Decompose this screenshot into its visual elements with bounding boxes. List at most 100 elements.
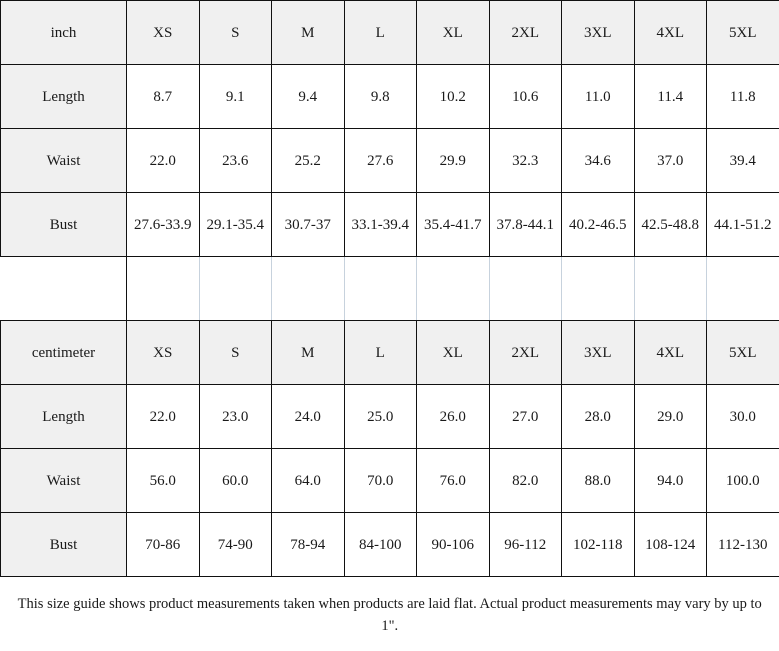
cell-cm-bust-m: 78-94 xyxy=(272,513,345,577)
cell-inch-waist-xs: 22.0 xyxy=(127,129,200,193)
column-header-inch-m: M xyxy=(272,1,345,65)
row-label-inch-waist: Waist xyxy=(1,129,127,193)
cell-inch-bust-xl: 35.4-41.7 xyxy=(417,193,490,257)
column-header-inch-5xl: 5XL xyxy=(707,1,779,65)
cell-cm-length-4xl: 29.0 xyxy=(634,385,707,449)
cell-cm-bust-2xl: 96-112 xyxy=(489,513,562,577)
cell-cm-bust-5xl: 112-130 xyxy=(707,513,779,577)
cell-inch-length-xs: 8.7 xyxy=(127,65,200,129)
row-label-inch-length: Length xyxy=(1,65,127,129)
cell-inch-waist-4xl: 37.0 xyxy=(634,129,707,193)
cell-cm-bust-4xl: 108-124 xyxy=(634,513,707,577)
unit-label-centimeter: centimeter xyxy=(1,321,127,385)
cell-cm-length-xl: 26.0 xyxy=(417,385,490,449)
size-guide-note: This size guide shows product measuremen… xyxy=(1,577,779,651)
column-header-cm-2xl: 2XL xyxy=(489,321,562,385)
table-row-cm-length: Length 22.0 23.0 24.0 25.0 26.0 27.0 28.… xyxy=(1,385,779,449)
cell-cm-waist-s: 60.0 xyxy=(199,449,272,513)
cell-inch-bust-xs: 27.6-33.9 xyxy=(127,193,200,257)
column-header-cm-5xl: 5XL xyxy=(707,321,779,385)
cell-inch-bust-3xl: 40.2-46.5 xyxy=(562,193,635,257)
cell-cm-bust-l: 84-100 xyxy=(344,513,417,577)
column-header-cm-3xl: 3XL xyxy=(562,321,635,385)
row-label-cm-bust: Bust xyxy=(1,513,127,577)
cell-inch-bust-l: 33.1-39.4 xyxy=(344,193,417,257)
spacer-cell-9 xyxy=(707,257,779,321)
cell-inch-waist-s: 23.6 xyxy=(199,129,272,193)
table-row-inch-bust: Bust 27.6-33.9 29.1-35.4 30.7-37 33.1-39… xyxy=(1,193,779,257)
column-header-cm-m: M xyxy=(272,321,345,385)
column-header-cm-s: S xyxy=(199,321,272,385)
cell-cm-length-2xl: 27.0 xyxy=(489,385,562,449)
unit-header-row-inch: inch XS S M L XL 2XL 3XL 4XL 5XL xyxy=(1,1,779,65)
column-header-inch-s: S xyxy=(199,1,272,65)
table-row-inch-length: Length 8.7 9.1 9.4 9.8 10.2 10.6 11.0 11… xyxy=(1,65,779,129)
cell-cm-length-3xl: 28.0 xyxy=(562,385,635,449)
spacer-cell-5 xyxy=(417,257,490,321)
row-label-inch-bust: Bust xyxy=(1,193,127,257)
spacer-cell-3 xyxy=(272,257,345,321)
cell-cm-waist-4xl: 94.0 xyxy=(634,449,707,513)
cell-inch-length-s: 9.1 xyxy=(199,65,272,129)
cell-cm-waist-xl: 76.0 xyxy=(417,449,490,513)
spacer-cell-label xyxy=(1,257,127,321)
cell-cm-bust-s: 74-90 xyxy=(199,513,272,577)
cell-cm-length-xs: 22.0 xyxy=(127,385,200,449)
table-row-cm-waist: Waist 56.0 60.0 64.0 70.0 76.0 82.0 88.0… xyxy=(1,449,779,513)
cell-cm-waist-2xl: 82.0 xyxy=(489,449,562,513)
cell-inch-waist-5xl: 39.4 xyxy=(707,129,779,193)
table-row-cm-bust: Bust 70-86 74-90 78-94 84-100 90-106 96-… xyxy=(1,513,779,577)
column-header-inch-xs: XS xyxy=(127,1,200,65)
cell-inch-bust-m: 30.7-37 xyxy=(272,193,345,257)
size-guide-table: inch XS S M L XL 2XL 3XL 4XL 5XL Length … xyxy=(0,0,779,634)
cell-cm-bust-xl: 90-106 xyxy=(417,513,490,577)
column-header-inch-xl: XL xyxy=(417,1,490,65)
cell-inch-waist-2xl: 32.3 xyxy=(489,129,562,193)
cell-cm-waist-xs: 56.0 xyxy=(127,449,200,513)
cell-cm-waist-5xl: 100.0 xyxy=(707,449,779,513)
cell-inch-bust-5xl: 44.1-51.2 xyxy=(707,193,779,257)
table-row-inch-waist: Waist 22.0 23.6 25.2 27.6 29.9 32.3 34.6… xyxy=(1,129,779,193)
cell-inch-waist-l: 27.6 xyxy=(344,129,417,193)
cell-inch-length-m: 9.4 xyxy=(272,65,345,129)
spacer-cell-8 xyxy=(634,257,707,321)
cell-cm-length-s: 23.0 xyxy=(199,385,272,449)
cell-inch-waist-xl: 29.9 xyxy=(417,129,490,193)
row-label-cm-length: Length xyxy=(1,385,127,449)
unit-label-inch: inch xyxy=(1,1,127,65)
table-spacer-row xyxy=(1,257,779,321)
spacer-cell-2 xyxy=(199,257,272,321)
cell-inch-bust-s: 29.1-35.4 xyxy=(199,193,272,257)
cell-inch-length-l: 9.8 xyxy=(344,65,417,129)
cell-inch-length-4xl: 11.4 xyxy=(634,65,707,129)
cell-cm-bust-3xl: 102-118 xyxy=(562,513,635,577)
spacer-cell-7 xyxy=(562,257,635,321)
row-label-cm-waist: Waist xyxy=(1,449,127,513)
cell-cm-bust-xs: 70-86 xyxy=(127,513,200,577)
column-header-inch-l: L xyxy=(344,1,417,65)
cell-inch-waist-3xl: 34.6 xyxy=(562,129,635,193)
cell-inch-bust-2xl: 37.8-44.1 xyxy=(489,193,562,257)
cell-inch-length-3xl: 11.0 xyxy=(562,65,635,129)
column-header-cm-l: L xyxy=(344,321,417,385)
column-header-cm-xl: XL xyxy=(417,321,490,385)
spacer-cell-1 xyxy=(127,257,200,321)
cell-inch-bust-4xl: 42.5-48.8 xyxy=(634,193,707,257)
cell-cm-waist-m: 64.0 xyxy=(272,449,345,513)
cell-inch-length-xl: 10.2 xyxy=(417,65,490,129)
table-note-row: This size guide shows product measuremen… xyxy=(1,577,779,651)
spacer-cell-6 xyxy=(489,257,562,321)
column-header-cm-xs: XS xyxy=(127,321,200,385)
column-header-inch-2xl: 2XL xyxy=(489,1,562,65)
cell-cm-waist-3xl: 88.0 xyxy=(562,449,635,513)
spacer-cell-4 xyxy=(344,257,417,321)
column-header-cm-4xl: 4XL xyxy=(634,321,707,385)
cell-cm-length-5xl: 30.0 xyxy=(707,385,779,449)
column-header-inch-4xl: 4XL xyxy=(634,1,707,65)
cell-inch-length-2xl: 10.6 xyxy=(489,65,562,129)
column-header-inch-3xl: 3XL xyxy=(562,1,635,65)
unit-header-row-centimeter: centimeter XS S M L XL 2XL 3XL 4XL 5XL xyxy=(1,321,779,385)
cell-inch-waist-m: 25.2 xyxy=(272,129,345,193)
cell-inch-length-5xl: 11.8 xyxy=(707,65,779,129)
